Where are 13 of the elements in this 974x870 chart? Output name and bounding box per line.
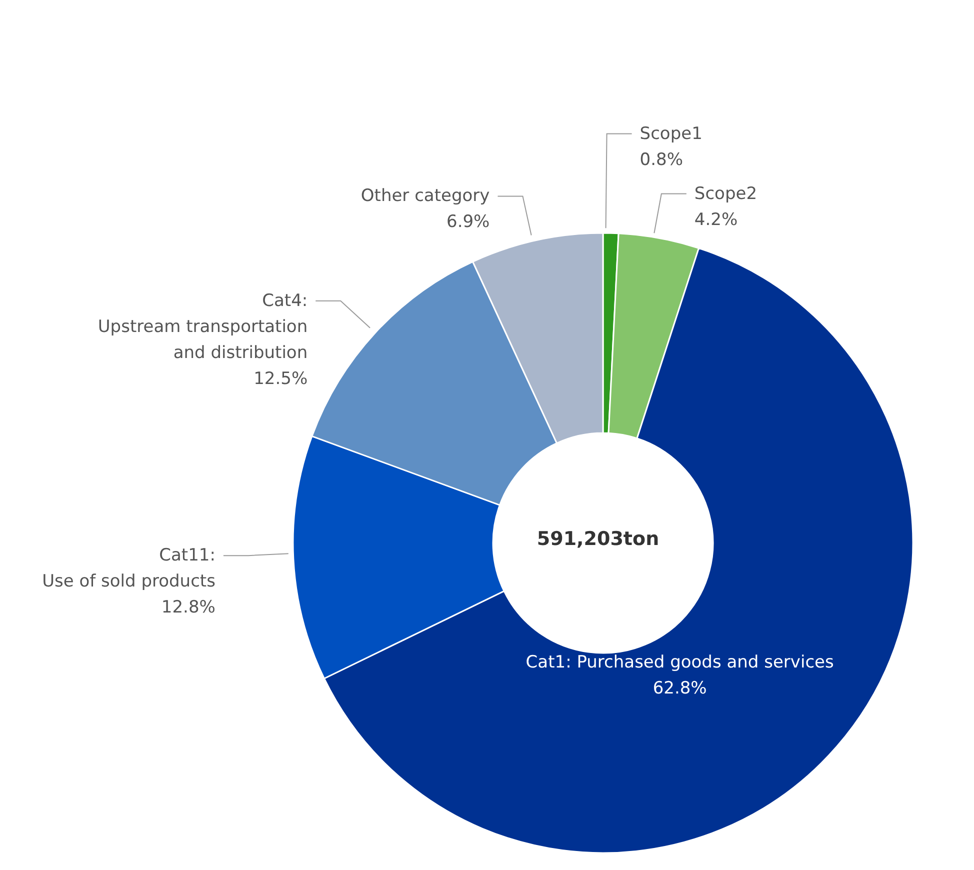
data-label: 62.8% — [652, 678, 707, 698]
data-label: 12.5% — [254, 368, 308, 389]
text: 591,203ton — [536, 528, 660, 550]
slice-label: Other category — [360, 186, 490, 206]
slice-label: Cat1: Purchased goods and services — [526, 652, 834, 672]
data-label: 4.2% — [694, 210, 738, 230]
slice-label: Cat4: Upstream transportation and distribution — [98, 290, 308, 363]
slice-label: Cat11: Use of sold products — [42, 546, 216, 592]
slice-label: Scope1 — [640, 124, 702, 144]
data-label: 6.9% — [446, 212, 490, 232]
data-label: 12.8% — [161, 598, 216, 618]
data-label: 0.8% — [640, 150, 683, 170]
slice-label: Scope2 — [694, 184, 758, 204]
